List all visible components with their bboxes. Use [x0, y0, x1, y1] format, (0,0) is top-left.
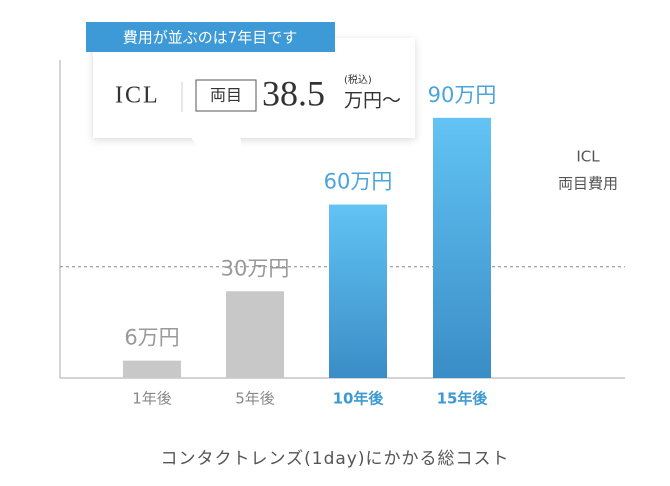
reference-label: 両目費用: [558, 175, 618, 193]
badge-text: 費用が並ぶのは7年目です: [123, 29, 298, 47]
bar: [123, 360, 181, 378]
x-axis-title: コンタクトレンズ(1day)にかかる総コスト: [160, 449, 509, 469]
callout-price: 38.5: [262, 73, 325, 113]
x-tick-label: 10年後: [333, 390, 385, 408]
tag-box: [195, 79, 257, 112]
x-tick-label: 15年後: [437, 390, 489, 408]
tax-note: (税込): [344, 73, 372, 86]
callout: 費用が並ぶのは7年目です ICL 両目 38.5 (税込) 万円〜: [86, 22, 415, 238]
callout-unit: 万円〜: [344, 90, 401, 112]
x-tick-label: 5年後: [235, 390, 275, 408]
value-label: 30万円: [221, 256, 290, 280]
value-label: 6万円: [124, 326, 179, 350]
bar: [433, 117, 491, 379]
bar: [329, 204, 387, 378]
x-tick-label: 1年後: [132, 390, 172, 408]
callout-badge: [86, 22, 335, 52]
value-label: 60万円: [324, 170, 393, 194]
callout-pointer: [190, 136, 258, 238]
callout-product: ICL: [115, 83, 160, 109]
reference-label: ICL: [576, 148, 600, 166]
plot-area: 6万円 1年後 30万円 5年後 60万円 10年後 90万円 15年後: [59, 60, 625, 408]
value-label: 90万円: [428, 83, 497, 107]
callout-tag: 両目: [210, 86, 242, 105]
bar: [226, 291, 284, 378]
